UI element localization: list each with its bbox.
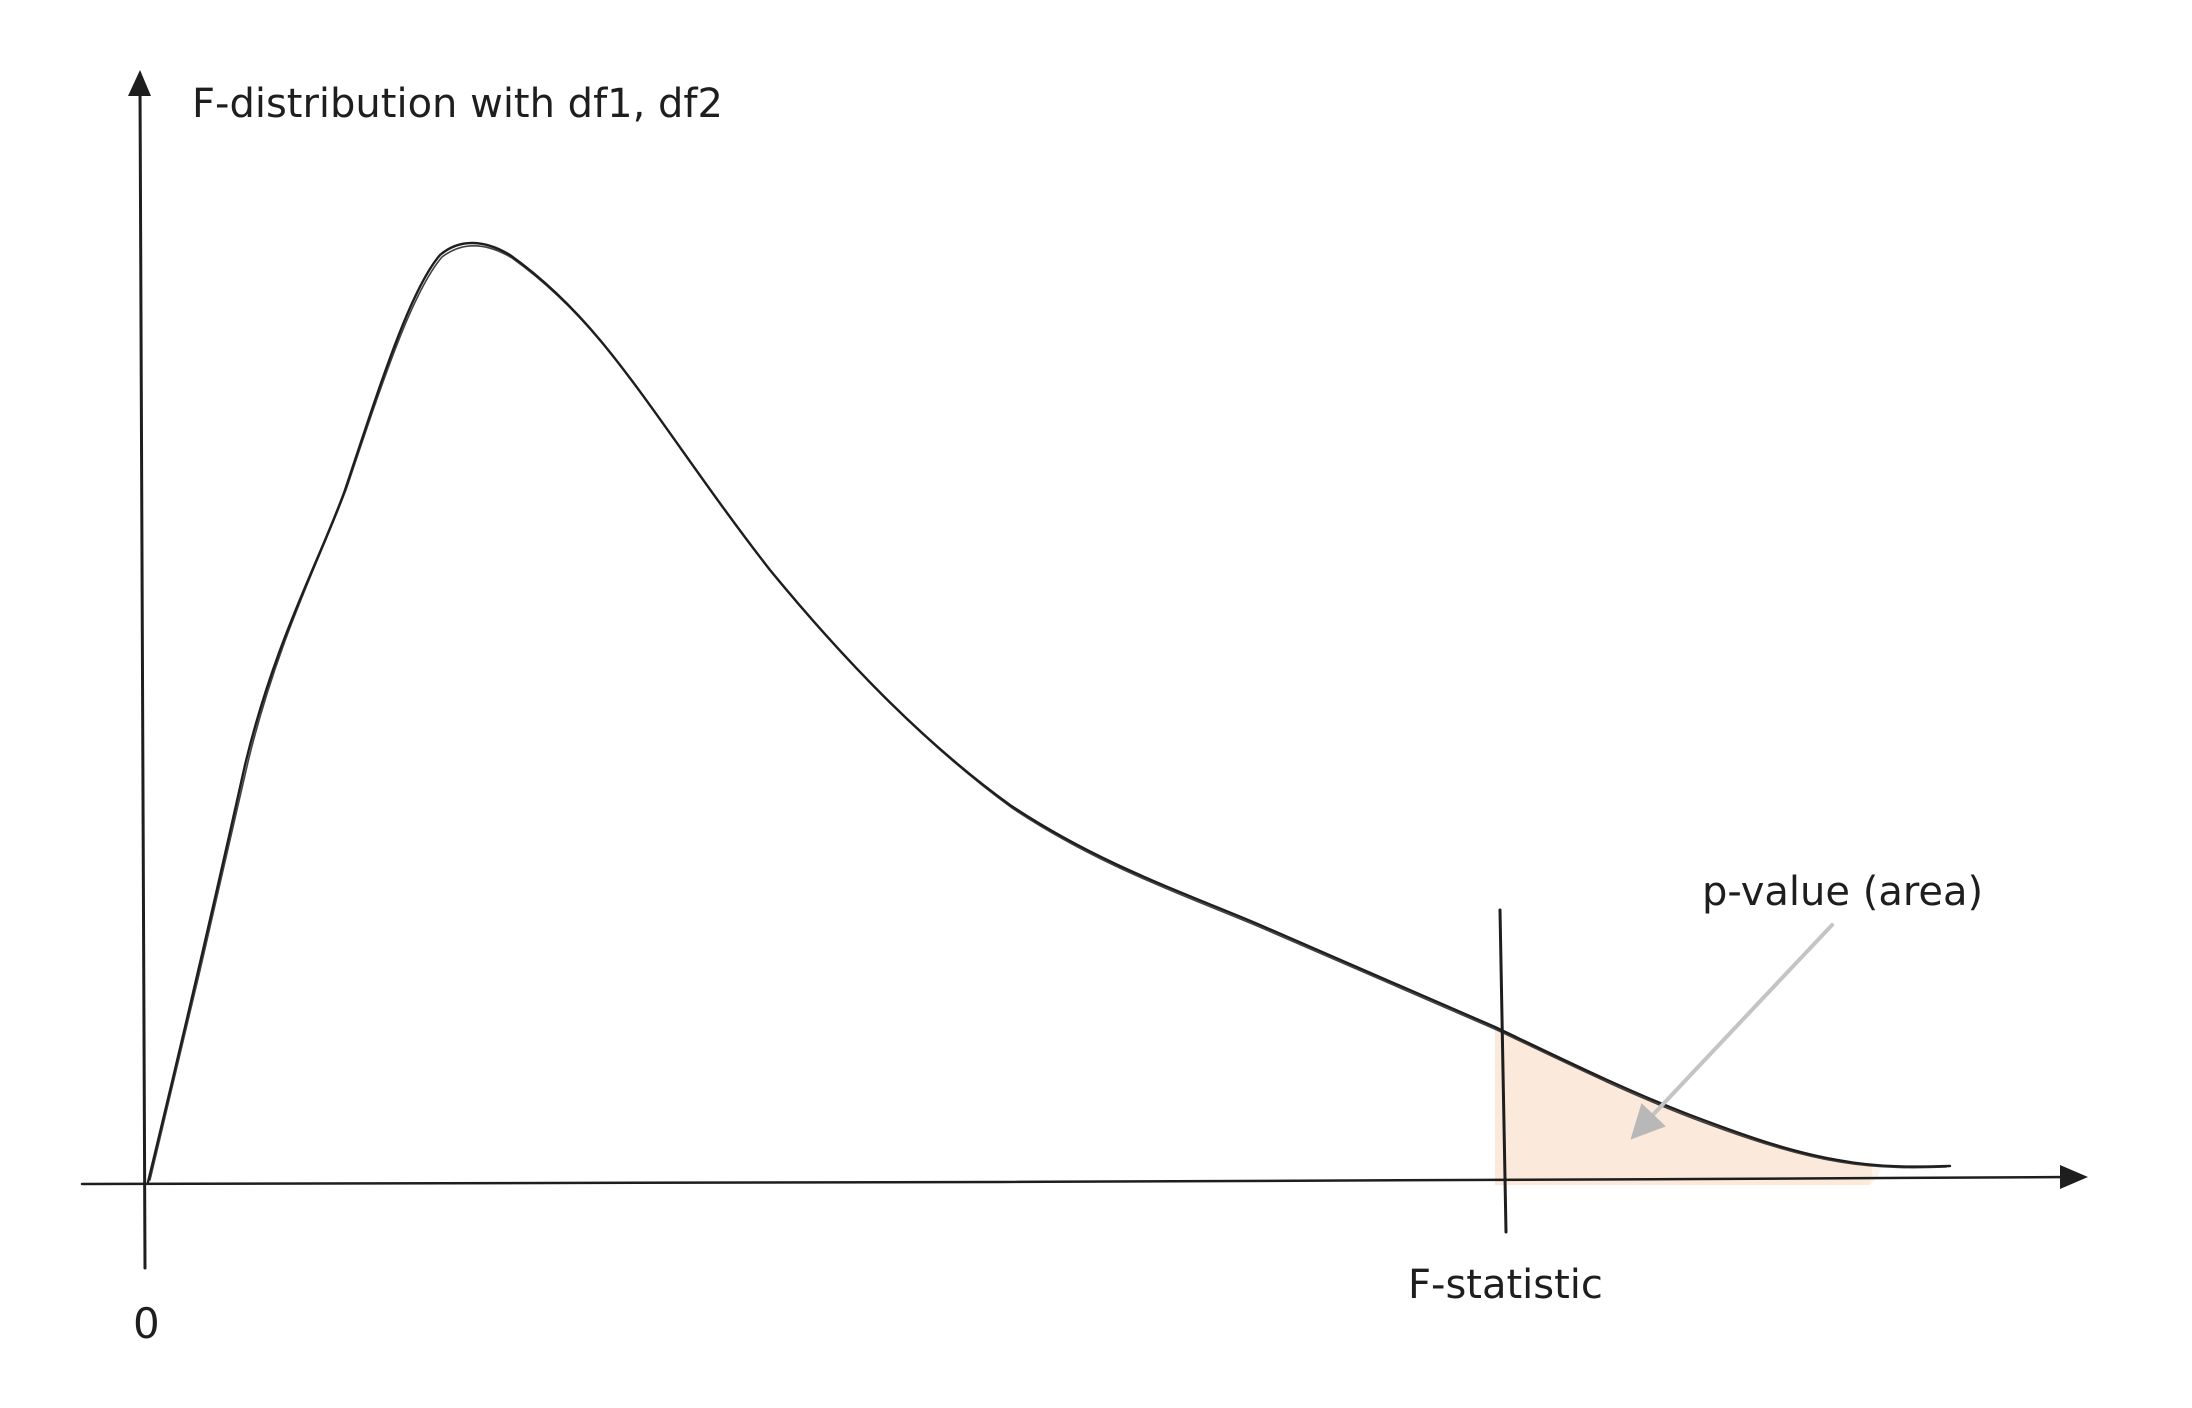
arrowhead-icon (1630, 1103, 1666, 1140)
y-axis (128, 70, 151, 1270)
pvalue-shaded-area (1495, 1027, 1881, 1185)
x-axis-arrowhead-icon (2060, 1165, 2088, 1189)
f-statistic-marker (1498, 908, 1508, 1234)
pvalue-label: p-value (area) (1702, 869, 1983, 915)
diagram-title: F-distribution with df1, df2 (192, 81, 723, 127)
f-distribution-curve (146, 241, 1952, 1184)
origin-label: 0 (133, 1299, 160, 1348)
f-statistic-label: F-statistic (1408, 1262, 1603, 1308)
y-axis-arrowhead-icon (128, 70, 151, 96)
x-axis (80, 1165, 2088, 1189)
pvalue-annotation-arrow (1630, 923, 1834, 1140)
